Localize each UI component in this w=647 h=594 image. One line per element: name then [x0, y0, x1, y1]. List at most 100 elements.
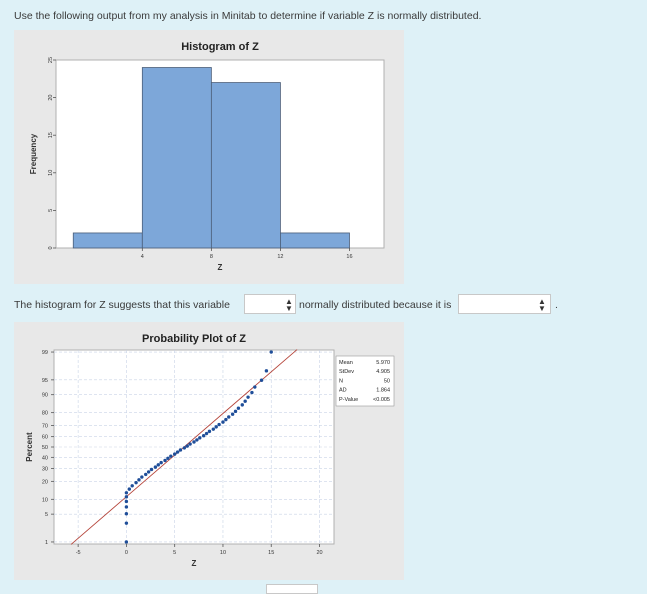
- x-tick-label: 20: [316, 550, 322, 556]
- histogram-bar: [141, 67, 212, 249]
- data-point: [134, 480, 138, 485]
- y-axis-label: Percent: [25, 432, 34, 462]
- data-point: [269, 350, 273, 354]
- question-text: Use the following output from my analysi…: [14, 10, 482, 22]
- data-point: [127, 487, 132, 491]
- y-tick-label: 50: [42, 445, 48, 451]
- y-tick-label: 5: [45, 512, 48, 518]
- y-tick-label: 10: [48, 170, 54, 176]
- sentence-part-2: normally distributed because it is: [299, 299, 452, 311]
- data-point: [201, 434, 206, 438]
- data-point: [188, 442, 192, 446]
- data-point: [211, 427, 216, 431]
- x-tick-label: 10: [220, 550, 226, 556]
- y-tick-label: 90: [42, 393, 48, 399]
- data-point: [236, 406, 241, 410]
- data-point: [124, 491, 129, 495]
- y-tick-label: 10: [42, 497, 48, 503]
- histogram-panel: Histogram of Z 0 5 10 15 20 25 4 8 12 16 Z Frequency: [14, 30, 404, 284]
- data-point: [204, 431, 209, 436]
- y-tick-label: 99: [42, 350, 48, 356]
- data-point: [140, 475, 144, 479]
- data-point: [178, 448, 183, 452]
- stats-value: <0.005: [373, 397, 390, 403]
- data-point: [146, 470, 151, 474]
- stats-box: [335, 355, 395, 407]
- stats-value: 50: [384, 378, 390, 384]
- data-point: [124, 512, 129, 516]
- x-tick-label: 15: [268, 550, 274, 556]
- data-point: [185, 444, 189, 448]
- stats-label: P-Value: [339, 397, 358, 403]
- y-tick-label: 20: [42, 479, 48, 485]
- y-tick-label: 60: [42, 435, 48, 441]
- data-point: [246, 395, 250, 399]
- histogram-bar: [280, 232, 350, 249]
- stats-label: N: [339, 378, 343, 384]
- data-point: [192, 440, 196, 444]
- data-point: [198, 436, 202, 440]
- data-point: [224, 417, 228, 422]
- data-point: [182, 446, 187, 450]
- y-tick-label: 5: [48, 209, 54, 212]
- stats-label: AD: [339, 388, 347, 394]
- x-tick-label: 4: [141, 254, 144, 260]
- x-tick-label: 0: [125, 550, 128, 556]
- data-point: [163, 458, 167, 463]
- stats-label: Mean: [339, 360, 353, 366]
- data-point: [195, 438, 199, 442]
- data-point: [124, 499, 129, 504]
- histogram-title: Histogram of Z: [181, 41, 259, 53]
- data-point: [227, 415, 231, 419]
- data-point: [159, 460, 163, 465]
- dropdown-reason[interactable]: ▲ ▼: [458, 294, 551, 314]
- dropdown-is-or-is-not[interactable]: ▲ ▼: [244, 294, 296, 314]
- data-point: [130, 484, 134, 488]
- data-point: [124, 505, 129, 509]
- y-tick-label: 15: [48, 132, 54, 138]
- data-point: [149, 467, 154, 472]
- stats-value: 5.970: [376, 360, 390, 366]
- histogram-chart: Histogram of Z 0 5 10 15 20 25 4 8 12 16 Z Frequency: [29, 41, 385, 272]
- data-point: [144, 472, 148, 477]
- data-point: [153, 465, 158, 469]
- y-tick-label: 25: [48, 57, 54, 63]
- data-point: [264, 369, 269, 373]
- histogram-bar: [72, 232, 143, 249]
- stats-value: 1.864: [376, 388, 390, 394]
- y-tick-label: 0: [48, 246, 54, 249]
- x-tick-label: -5: [76, 550, 81, 556]
- data-point: [217, 422, 221, 427]
- sentence-part-1: The histogram for Z suggests that this v…: [14, 299, 230, 311]
- data-point: [230, 412, 235, 416]
- partial-input-box[interactable]: [266, 584, 318, 594]
- data-point: [214, 425, 218, 429]
- data-point: [124, 540, 129, 544]
- y-axis-label: Frequency: [29, 133, 38, 174]
- data-point: [175, 450, 180, 454]
- sentence-period: .: [555, 299, 558, 311]
- y-tick-label: 30: [42, 466, 48, 472]
- stats-value: 4.905: [376, 369, 390, 375]
- chevron-updown-icon: ▲ ▼: [285, 297, 293, 313]
- data-point: [253, 385, 257, 389]
- data-point: [166, 456, 170, 460]
- histogram-bar: [210, 82, 281, 249]
- data-point: [169, 454, 173, 458]
- y-tick-label: 80: [42, 411, 48, 417]
- y-tick-label: 70: [42, 424, 48, 430]
- data-point: [221, 420, 225, 424]
- y-tick-label: 20: [48, 95, 54, 101]
- data-point: [233, 409, 238, 414]
- data-point: [243, 399, 247, 403]
- y-tick-label: 40: [42, 455, 48, 461]
- stats-label: StDev: [339, 369, 354, 375]
- x-tick-label: 8: [210, 254, 213, 260]
- x-tick-label: 5: [173, 550, 176, 556]
- probability-plot-title: Probability Plot of Z: [142, 333, 246, 345]
- y-tick-label: 95: [42, 378, 48, 384]
- chevron-updown-icon: ▲ ▼: [538, 297, 546, 313]
- data-point: [124, 495, 129, 499]
- probability-plot-panel: Probability Plot of Z 1 5 10 20 30 40 50 60 70 80 9…: [14, 322, 404, 580]
- data-point: [156, 463, 160, 467]
